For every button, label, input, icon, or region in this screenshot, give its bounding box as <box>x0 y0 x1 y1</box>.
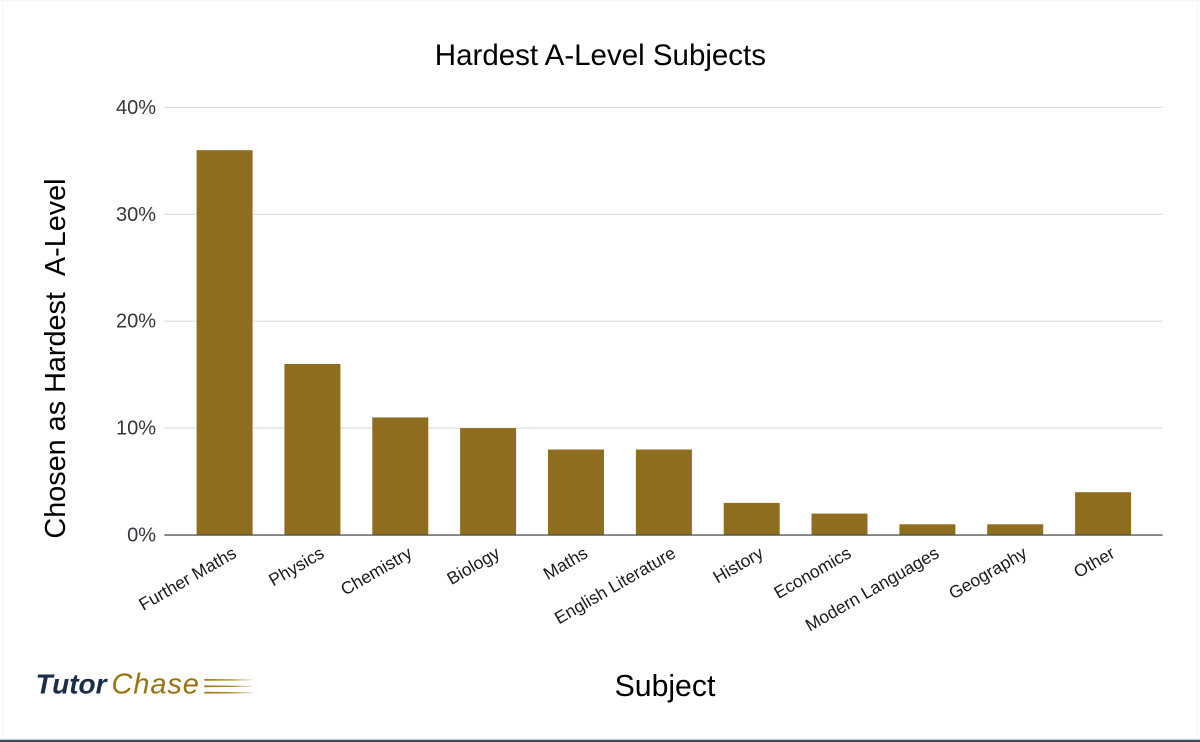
svg-text:Hardest A-Level Subjects: Hardest A-Level Subjects <box>435 39 766 72</box>
svg-text:Chosen as Hardest A-Level: Chosen as Hardest A-Level <box>40 178 72 538</box>
svg-text:20%: 20% <box>116 311 156 333</box>
svg-text:Tutor: Tutor <box>36 668 109 699</box>
svg-text:Subject: Subject <box>615 670 716 703</box>
svg-text:10%: 10% <box>116 418 156 440</box>
svg-text:30%: 30% <box>116 204 156 226</box>
svg-text:40%: 40% <box>116 97 156 119</box>
svg-text:Chase: Chase <box>112 668 200 700</box>
svg-text:0%: 0% <box>127 525 156 547</box>
